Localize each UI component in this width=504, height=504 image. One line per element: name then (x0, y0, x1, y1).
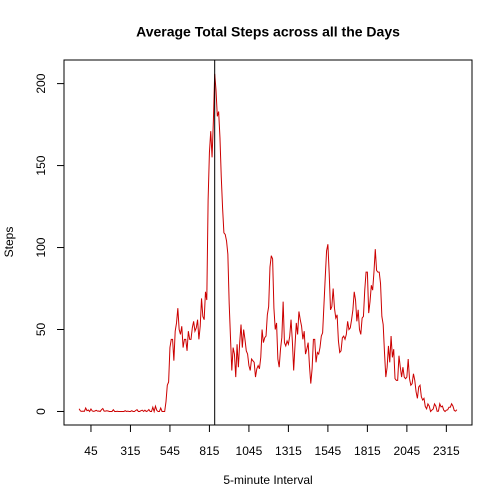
plot-box (63, 59, 473, 426)
y-tick-label: 0 (34, 408, 48, 415)
x-tick-label: 2045 (394, 444, 421, 458)
x-tick-label: 315 (120, 444, 140, 458)
chart-title: Average Total Steps across all the Days (136, 24, 400, 40)
x-tick-label: 2315 (433, 444, 460, 458)
x-tick-label: 1545 (315, 444, 342, 458)
x-tick-label: 1045 (236, 444, 263, 458)
y-tick-label: 200 (34, 73, 48, 93)
x-tick-label: 815 (199, 444, 219, 458)
x-axis-label: 5-minute Interval (223, 473, 312, 487)
y-tick-label: 150 (34, 155, 48, 175)
y-tick-label: 100 (34, 237, 48, 257)
y-tick-label: 50 (34, 323, 48, 337)
x-tick-label: 45 (84, 444, 98, 458)
x-tick-label: 1315 (275, 444, 302, 458)
x-tick-label: 1815 (354, 444, 381, 458)
x-tick-label: 545 (160, 444, 180, 458)
y-axis-label: Steps (2, 227, 16, 258)
data-line (78, 73, 458, 414)
